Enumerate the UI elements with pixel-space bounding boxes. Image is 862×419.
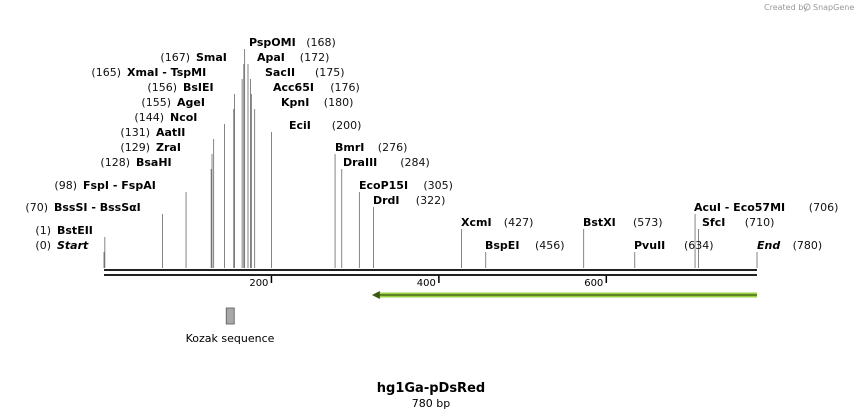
ruler-tick-label: 400 <box>417 278 436 289</box>
site-name: ZraI <box>156 141 181 154</box>
ruler-ticks: 200 400 600 <box>249 276 608 289</box>
site-position: (634) <box>684 239 714 252</box>
site-name: KpnI <box>281 96 309 109</box>
site-name: AcuI - Eco57MI <box>694 201 785 214</box>
site-position: (573) <box>633 216 663 229</box>
sequence-backbone <box>104 269 757 276</box>
site-position: (780) <box>793 239 823 252</box>
site-position: (706) <box>809 201 839 214</box>
site-name: BspEI <box>485 239 519 252</box>
site-name: SmaI <box>196 51 227 64</box>
site-name: SfcI <box>702 216 725 229</box>
site-position: (305) <box>423 179 453 192</box>
site-position: (176) <box>330 81 360 94</box>
site-name: End <box>757 239 780 252</box>
site-position: (284) <box>400 156 430 169</box>
site-position: (456) <box>535 239 565 252</box>
site-position: (427) <box>504 216 534 229</box>
site-name: EciI <box>289 119 311 132</box>
site-position: (168) <box>306 36 336 49</box>
cut-site-lines <box>103 49 758 268</box>
site-name: DrdI <box>373 194 400 207</box>
credit-text: Created by <box>764 3 808 12</box>
site-position: (172) <box>300 51 330 64</box>
site-position: (276) <box>378 141 408 154</box>
site-name: BssSI - BssSαI <box>54 201 141 214</box>
site-position: (0) <box>35 239 51 252</box>
site-name: BsaHI <box>136 156 172 169</box>
site-name: XcmI <box>461 216 492 229</box>
cut-site-labels: Start (0) BstEII (1)BssSI - BssSαI (70) FspI … <box>25 36 838 252</box>
site-position: (128) <box>100 156 130 169</box>
site-name: AatII <box>156 126 185 139</box>
site-position: (1) <box>35 224 51 237</box>
plasmid-name: hg1Ga-pDsRed <box>377 381 485 396</box>
plasmid-length: 780 bp <box>412 397 450 410</box>
site-position: (165) <box>91 66 121 79</box>
site-position: (180) <box>324 96 354 109</box>
site-position: (155) <box>141 96 171 109</box>
site-position: (98) <box>54 179 77 192</box>
site-position: (70) <box>25 201 48 214</box>
site-position: (710) <box>745 216 775 229</box>
site-name: BmrI <box>335 141 364 154</box>
site-position: (200) <box>332 119 362 132</box>
site-name: SacII <box>265 66 295 79</box>
site-position: (131) <box>120 126 150 139</box>
site-name: XmaI - TspMI <box>127 66 206 79</box>
site-name: PvuII <box>634 239 665 252</box>
arrowhead-left-icon <box>371 291 380 299</box>
site-position: (129) <box>120 141 150 154</box>
credit-brand: SnapGene <box>813 3 854 12</box>
site-position: (322) <box>416 194 446 207</box>
site-position: (167) <box>160 51 190 64</box>
site-name: BsIEI <box>183 81 214 94</box>
site-position: (144) <box>134 111 164 124</box>
site-name: BstEII <box>57 224 93 237</box>
site-name: EcoP15I <box>359 179 408 192</box>
site-name: Start <box>57 239 89 252</box>
site-name: BstXI <box>583 216 616 229</box>
features: Kozak sequence <box>186 291 757 345</box>
site-name: AgeI <box>177 96 205 109</box>
ruler-tick-label: 600 <box>584 278 603 289</box>
site-name: NcoI <box>170 111 197 124</box>
feature-label: Kozak sequence <box>186 332 275 345</box>
site-name: ApaI <box>257 51 285 64</box>
site-position: (156) <box>147 81 177 94</box>
snapgene-logo-icon <box>803 3 811 11</box>
site-name: FspI - FspAI <box>83 179 156 192</box>
site-name: PspOMI <box>249 36 296 49</box>
site-position: (175) <box>315 66 345 79</box>
ruler-tick-label: 200 <box>249 278 268 289</box>
kozak-sequence-feature <box>225 307 235 325</box>
site-name: DraIII <box>343 156 377 169</box>
site-name: Acc65I <box>273 81 314 94</box>
